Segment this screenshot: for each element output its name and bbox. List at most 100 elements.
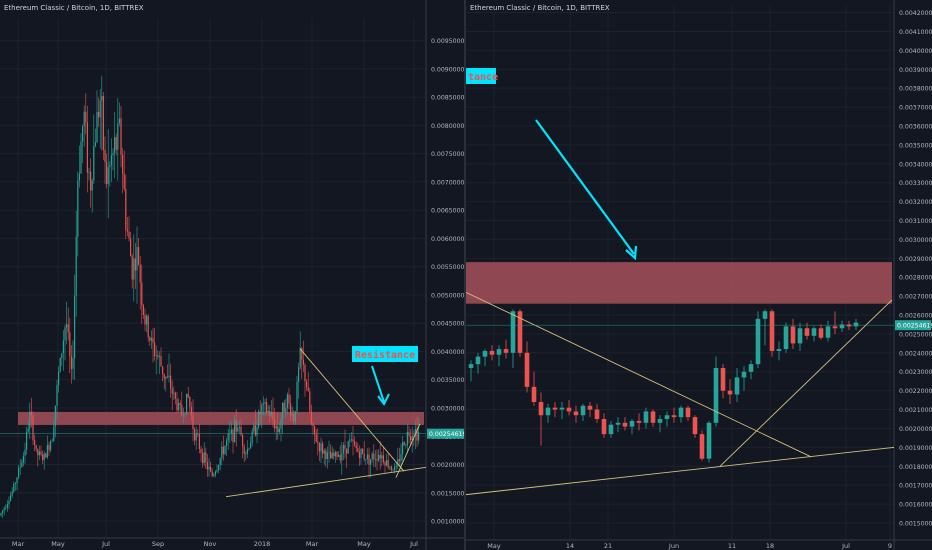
candle-body [790, 326, 796, 344]
candle-body [122, 154, 124, 174]
candle-body [99, 100, 101, 118]
candle-body [125, 188, 127, 230]
candle-body [250, 442, 252, 449]
candle-body [347, 441, 349, 454]
candle-body [40, 451, 42, 455]
candle-body [110, 155, 112, 165]
x-tick-label: Jul [101, 540, 110, 548]
candle-body [671, 415, 677, 418]
candle-body [373, 453, 375, 460]
candle-body [66, 324, 68, 328]
candle-body [30, 411, 32, 416]
candle-body [387, 460, 389, 468]
candle-body [139, 264, 141, 283]
candle-body [290, 403, 292, 416]
chart-right-title: Ethereum Classic / Bitcoin, 1D, BITTREX [470, 4, 610, 12]
candle-body [22, 455, 24, 463]
candle-body [397, 459, 399, 467]
candle-body [48, 445, 50, 451]
pane-divider[interactable] [464, 0, 466, 550]
candle-body [328, 451, 330, 453]
candle-body [221, 446, 223, 459]
candle-body [261, 404, 263, 415]
candle-body [299, 348, 301, 368]
candle-body [699, 434, 705, 459]
candle-body [101, 96, 103, 101]
last-price-label: 0.00254619 [429, 431, 464, 438]
candle-body [170, 375, 172, 389]
candle-body [272, 412, 274, 420]
candle-body [384, 462, 386, 466]
candle-body [832, 326, 838, 329]
candle-body [811, 328, 817, 336]
candle-body [349, 439, 351, 442]
candle-body [93, 146, 95, 181]
candle-body [366, 454, 368, 460]
candle-body [158, 356, 160, 357]
candle-body [294, 411, 296, 422]
candle-body [109, 164, 111, 168]
x-tick-label: May [487, 542, 501, 550]
candle-body [147, 315, 149, 338]
candle-body [302, 359, 304, 365]
candle-body [650, 411, 656, 423]
candle-body [291, 413, 293, 416]
candle-body [587, 405, 593, 410]
candle-body [254, 425, 256, 436]
chart-pane-left[interactable]: 0.001000000.001500000.002000000.00250000… [0, 0, 464, 550]
candle-body [259, 411, 261, 415]
candle-body [51, 440, 53, 442]
candle-body [106, 162, 108, 185]
candle-body [341, 453, 343, 461]
candle-body [50, 441, 52, 451]
candle-body [309, 391, 311, 412]
candle-body [643, 411, 649, 423]
candle-body [580, 405, 586, 416]
candle-body [224, 445, 226, 455]
support-trendline [225, 466, 427, 498]
candle-body [154, 342, 156, 356]
candle-body [102, 96, 104, 150]
candle-body [395, 466, 397, 467]
candle-body [146, 315, 148, 325]
chart-left-svg[interactable]: 0.001000000.001500000.002000000.00250000… [0, 0, 464, 550]
candle-body [285, 407, 287, 413]
candle-body [406, 432, 408, 446]
candle-body [200, 448, 202, 454]
candle-body [410, 435, 412, 441]
candle-body [482, 350, 488, 357]
candle-body [74, 295, 76, 359]
candle-body [149, 337, 151, 341]
x-tick-label: May [357, 540, 371, 548]
candle-body [104, 149, 106, 163]
candle-body [134, 258, 136, 271]
candle-body [390, 466, 392, 471]
candle-body [226, 440, 228, 446]
candle-body [269, 410, 271, 416]
candle-body [280, 419, 282, 429]
descending-trendline [466, 291, 812, 458]
candle-body [601, 419, 607, 435]
x-tick-label: 18 [766, 542, 774, 550]
support-trendline [466, 446, 895, 496]
candle-body [296, 381, 298, 412]
candle-body [403, 442, 405, 446]
candle-body [264, 402, 266, 404]
candle-body [237, 427, 239, 432]
candle-body [14, 483, 16, 484]
candle-body [179, 403, 181, 405]
candle-body [389, 466, 391, 468]
candle-body [11, 491, 13, 496]
candle-body [362, 448, 364, 454]
candle-body [227, 433, 229, 441]
candle-body [45, 453, 47, 458]
